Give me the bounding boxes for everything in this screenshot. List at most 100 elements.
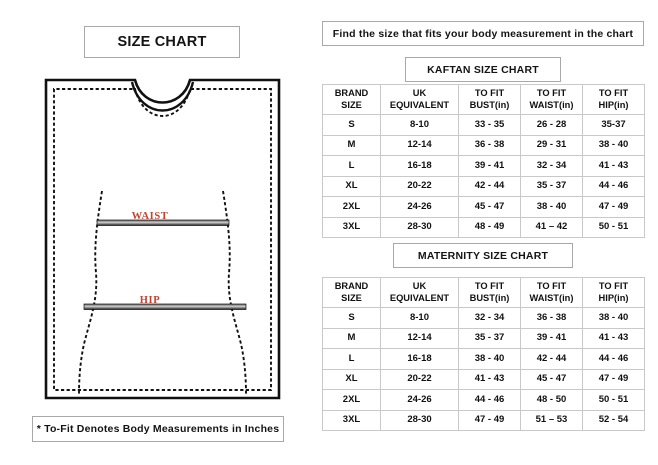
cell-uk-equivalent: 20-22 xyxy=(380,368,459,390)
header-line-2: WAIST(in) xyxy=(529,99,574,110)
cell-hip: 44 - 46 xyxy=(582,348,645,370)
cell-waist: 38 - 40 xyxy=(520,196,583,218)
header-line-2: SIZE xyxy=(341,99,362,110)
table-row: 2XL 24-26 45 - 47 38 - 40 47 - 49 xyxy=(322,196,645,218)
cell-uk-equivalent: 12-14 xyxy=(380,327,459,349)
cell-brand-size: L xyxy=(322,155,381,177)
header-line-2: EQUIVALENT xyxy=(389,99,450,110)
cell-uk-equivalent: 28-30 xyxy=(380,216,459,238)
header-line-1: TO FIT xyxy=(474,280,505,291)
cell-waist: 32 - 34 xyxy=(520,155,583,177)
table-row: M 12-14 36 - 38 29 - 31 38 - 40 xyxy=(322,134,645,156)
cell-uk-equivalent: 24-26 xyxy=(380,196,459,218)
cell-brand-size: 2XL xyxy=(322,196,381,218)
cell-hip: 47 - 49 xyxy=(582,368,645,390)
hip-label: HIP xyxy=(139,295,161,306)
cell-brand-size: XL xyxy=(322,175,381,197)
table-body: S 8-10 33 - 35 26 - 28 35-37 M 12-14 36 … xyxy=(322,114,645,238)
cell-waist: 29 - 31 xyxy=(520,134,583,156)
header-line-1: UK xyxy=(412,280,427,291)
header-line-2: SIZE xyxy=(341,292,362,303)
column-header-brand-size: BRAND SIZE xyxy=(322,84,381,115)
cell-uk-equivalent: 20-22 xyxy=(380,175,459,197)
cell-waist: 35 - 37 xyxy=(520,175,583,197)
cell-uk-equivalent: 28-30 xyxy=(380,409,459,431)
cell-bust: 45 - 47 xyxy=(458,196,521,218)
table-row: M 12-14 35 - 37 39 - 41 41 - 43 xyxy=(322,327,645,349)
header-line-2: BUST(in) xyxy=(469,292,510,303)
cell-brand-size: M xyxy=(322,134,381,156)
cell-bust: 41 - 43 xyxy=(458,368,521,390)
cell-uk-equivalent: 8-10 xyxy=(380,307,459,329)
cell-brand-size: L xyxy=(322,348,381,370)
cell-bust: 48 - 49 xyxy=(458,216,521,238)
column-header-bust: TO FIT BUST(in) xyxy=(458,84,521,115)
cell-waist: 39 - 41 xyxy=(520,327,583,349)
header-line-1: TO FIT xyxy=(536,280,567,291)
cell-bust: 47 - 49 xyxy=(458,409,521,431)
kaftan-size-table: BRAND SIZE UK EQUIVALENT TO FIT BUST(in)… xyxy=(322,84,645,238)
hip-measure-line xyxy=(83,303,247,310)
cell-bust: 44 - 46 xyxy=(458,389,521,411)
cell-waist: 45 - 47 xyxy=(520,368,583,390)
table-row: L 16-18 38 - 40 42 - 44 44 - 46 xyxy=(322,348,645,370)
cell-uk-equivalent: 16-18 xyxy=(380,155,459,177)
cell-bust: 42 - 44 xyxy=(458,175,521,197)
header-line-2: HIP(in) xyxy=(598,292,629,303)
cell-brand-size: S xyxy=(322,307,381,329)
table-header-row: BRAND SIZE UK EQUIVALENT TO FIT BUST(in)… xyxy=(322,277,645,308)
garment-outline-solid xyxy=(44,78,281,400)
waist-measure-line xyxy=(96,219,230,226)
table-header: BRAND SIZE UK EQUIVALENT TO FIT BUST(in)… xyxy=(322,84,645,115)
column-header-brand-size: BRAND SIZE xyxy=(322,277,381,308)
column-header-waist: TO FIT WAIST(in) xyxy=(520,84,583,115)
header-line-1: TO FIT xyxy=(474,87,505,98)
cell-waist: 48 - 50 xyxy=(520,389,583,411)
header-line-1: BRAND xyxy=(334,87,369,98)
cell-waist: 36 - 38 xyxy=(520,307,583,329)
header-line-1: TO FIT xyxy=(536,87,567,98)
cell-bust: 36 - 38 xyxy=(458,134,521,156)
intro-banner: Find the size that fits your body measur… xyxy=(322,21,644,46)
cell-bust: 35 - 37 xyxy=(458,327,521,349)
cell-hip: 50 - 51 xyxy=(582,389,645,411)
cell-uk-equivalent: 8-10 xyxy=(380,114,459,136)
table-row: XL 20-22 41 - 43 45 - 47 47 - 49 xyxy=(322,368,645,390)
cell-brand-size: S xyxy=(322,114,381,136)
header-line-1: UK xyxy=(412,87,427,98)
table-header: BRAND SIZE UK EQUIVALENT TO FIT BUST(in)… xyxy=(322,277,645,308)
column-header-waist: TO FIT WAIST(in) xyxy=(520,277,583,308)
cell-bust: 33 - 35 xyxy=(458,114,521,136)
table-header-row: BRAND SIZE UK EQUIVALENT TO FIT BUST(in)… xyxy=(322,84,645,115)
table-row: S 8-10 33 - 35 26 - 28 35-37 xyxy=(322,114,645,136)
cell-uk-equivalent: 16-18 xyxy=(380,348,459,370)
kaftan-garment-outline xyxy=(40,68,285,408)
table-body: S 8-10 32 - 34 36 - 38 38 - 40 M 12-14 3… xyxy=(322,307,645,431)
cell-brand-size: 3XL xyxy=(322,409,381,431)
column-header-uk-equivalent: UK EQUIVALENT xyxy=(380,277,459,308)
maternity-size-table: BRAND SIZE UK EQUIVALENT TO FIT BUST(in)… xyxy=(322,277,645,431)
table-row: 3XL 28-30 48 - 49 41 – 42 50 - 51 xyxy=(322,216,645,238)
maternity-chart-title: MATERNITY SIZE CHART xyxy=(393,243,573,268)
table-row: XL 20-22 42 - 44 35 - 37 44 - 46 xyxy=(322,175,645,197)
cell-hip: 35-37 xyxy=(582,114,645,136)
header-line-2: HIP(in) xyxy=(598,99,629,110)
cell-hip: 41 - 43 xyxy=(582,155,645,177)
header-line-2: WAIST(in) xyxy=(529,292,574,303)
table-row: L 16-18 39 - 41 32 - 34 41 - 43 xyxy=(322,155,645,177)
header-line-1: TO FIT xyxy=(598,280,629,291)
cell-bust: 39 - 41 xyxy=(458,155,521,177)
table-row: 2XL 24-26 44 - 46 48 - 50 50 - 51 xyxy=(322,389,645,411)
table-row: 3XL 28-30 47 - 49 51 – 53 52 - 54 xyxy=(322,409,645,431)
kaftan-chart-title: KAFTAN SIZE CHART xyxy=(405,57,561,82)
cell-uk-equivalent: 24-26 xyxy=(380,389,459,411)
page-title: SIZE CHART xyxy=(84,26,240,58)
stitch-line-dashed xyxy=(53,88,272,391)
cell-brand-size: 3XL xyxy=(322,216,381,238)
column-header-hip: TO FIT HIP(in) xyxy=(582,84,645,115)
cell-bust: 32 - 34 xyxy=(458,307,521,329)
cell-hip: 47 - 49 xyxy=(582,196,645,218)
cell-hip: 41 - 43 xyxy=(582,327,645,349)
header-line-2: BUST(in) xyxy=(469,99,510,110)
header-line-1: BRAND xyxy=(334,280,369,291)
